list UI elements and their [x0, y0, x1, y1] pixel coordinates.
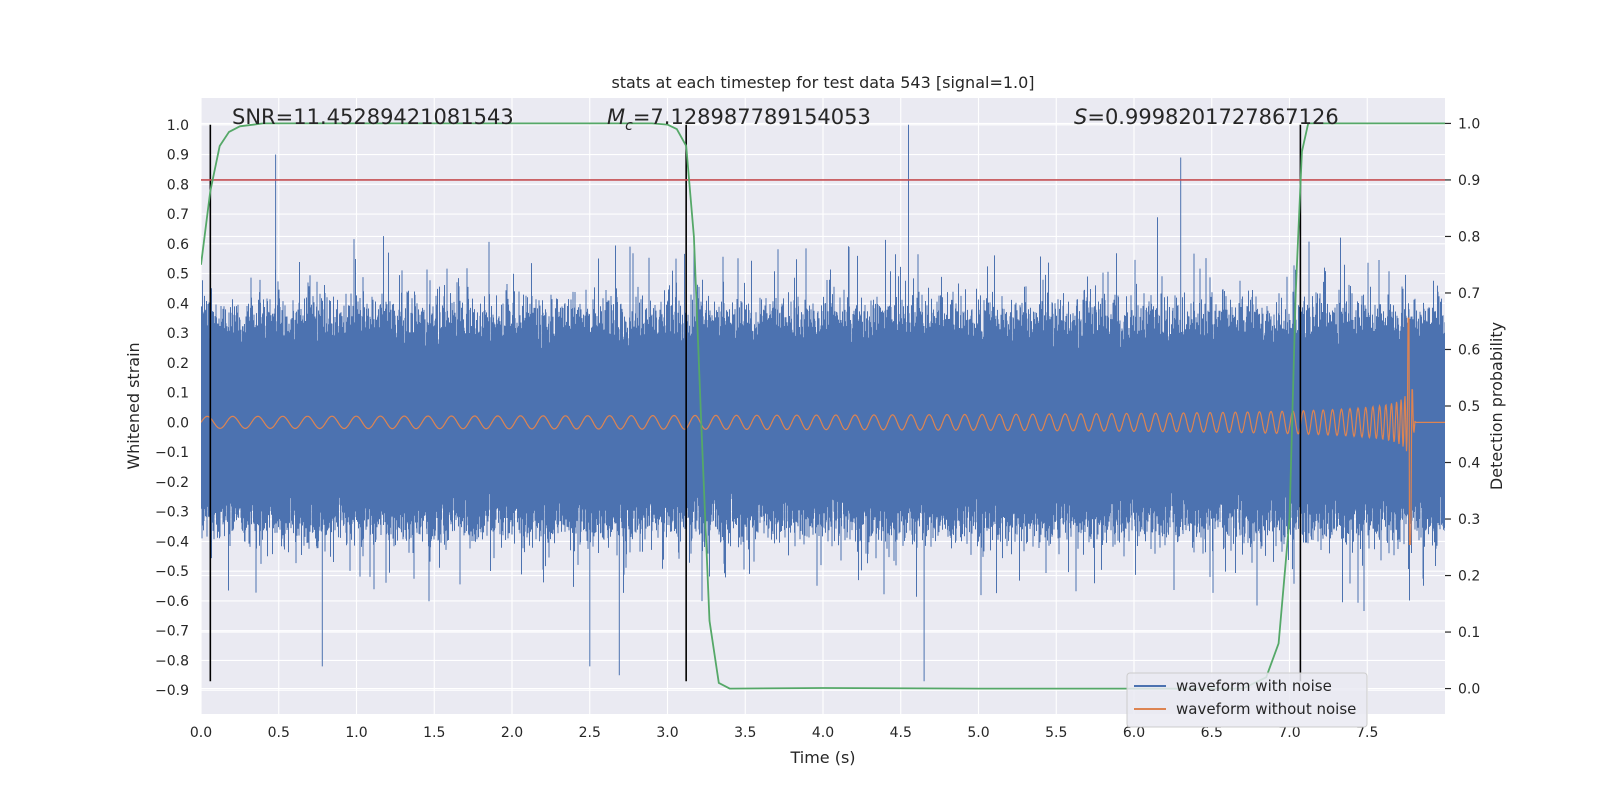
y-tick-label: 0.8 — [167, 177, 189, 193]
x-tick-label: 7.0 — [1278, 725, 1300, 741]
x-axis-label: Time (s) — [789, 748, 855, 767]
s-annotation: S=0.9998201727867126 — [1074, 105, 1339, 129]
legend: waveform with noise waveform without noi… — [1126, 672, 1368, 728]
y2-tick-label: 1.0 — [1458, 116, 1480, 132]
chirp-mass-symbol: M — [607, 105, 625, 129]
x-tick-label: 1.5 — [423, 725, 445, 741]
x-tick-label: 3.5 — [734, 725, 756, 741]
x-tick-label: 4.5 — [890, 725, 912, 741]
y-tick-label: 0.7 — [167, 207, 189, 223]
y-tick-label: 0.6 — [167, 237, 189, 253]
y-tick-label: −0.1 — [155, 445, 189, 461]
x-tick-label: 1.0 — [345, 725, 367, 741]
y2-tick-label: 0.6 — [1458, 342, 1480, 358]
x-tick-label: 5.5 — [1045, 725, 1067, 741]
chart-title: stats at each timestep for test data 543… — [611, 73, 1034, 92]
axes: 0.0 0.5 1.0 1.5 2.0 2.5 3.0 3.5 4.0 4.5 5.0 5.5 6.0 6… — [155, 116, 1480, 741]
y-tick-label: 0.1 — [167, 386, 189, 402]
y-tick-label: −0.2 — [155, 475, 189, 491]
series-detection-probability — [201, 122, 1445, 690]
y-tick-label: −0.9 — [155, 683, 189, 699]
x-tick-label: 3.0 — [656, 725, 678, 741]
x-tick-label: 4.0 — [812, 725, 834, 741]
y2-tick-label: 0.9 — [1458, 173, 1480, 189]
y-tick-label: −0.6 — [155, 594, 189, 610]
x-tick-label: 0.0 — [190, 725, 212, 741]
chirp-mass-subscript: c — [625, 118, 633, 134]
y2-tick-label: 0.7 — [1458, 286, 1480, 302]
s-symbol: S — [1074, 105, 1087, 129]
x-tick-label: 7.5 — [1356, 725, 1378, 741]
s-value: =0.9998201727867126 — [1087, 105, 1338, 129]
y-tick-label: −0.8 — [155, 653, 189, 669]
y-tick-label: −0.7 — [155, 624, 189, 640]
y-tick-label: 0.9 — [167, 148, 189, 164]
y2-tick-label: 0.2 — [1458, 569, 1480, 585]
x-tick-label: 2.5 — [579, 725, 601, 741]
series-waveform-without-noise — [201, 317, 1445, 545]
chirp-mass-value: =7.128987789154053 — [633, 105, 871, 129]
clean-waveform-path — [201, 317, 1445, 545]
legend-box — [1126, 672, 1368, 728]
x-tick-label: 6.0 — [1123, 725, 1145, 741]
chirp-mass-annotation: Mc=7.128987789154053 — [607, 105, 871, 134]
legend-label-clean: waveform without noise — [1176, 700, 1356, 718]
y-axis-label: Whitened strain — [124, 342, 143, 469]
x-tick-label: 5.0 — [967, 725, 989, 741]
y-tick-label: 0.5 — [167, 267, 189, 283]
x-tick-label: 2.0 — [501, 725, 523, 741]
y2-tick-label: 0.5 — [1458, 399, 1480, 415]
y2-tick-label: 0.1 — [1458, 625, 1480, 641]
y2-axis-label: Detection probability — [1487, 322, 1506, 490]
y-tick-label: −0.4 — [155, 534, 189, 550]
y-tick-label: 0.0 — [167, 415, 189, 431]
snr-annotation: SNR=11.45289421081543 — [232, 105, 514, 129]
x-tick-label: 0.5 — [268, 725, 290, 741]
y-tick-label: 0.2 — [167, 356, 189, 372]
y2-tick-label: 0.8 — [1458, 229, 1480, 245]
x-tick-label: 6.5 — [1201, 725, 1223, 741]
y-tick-label: 0.3 — [167, 326, 189, 342]
y-tick-label: 0.4 — [167, 296, 189, 312]
y2-tick-label: 0.4 — [1458, 456, 1480, 472]
legend-label-noise: waveform with noise — [1176, 677, 1332, 695]
detection-probability-path — [201, 122, 1445, 690]
y-tick-label: −0.5 — [155, 564, 189, 580]
y2-tick-label: 0.3 — [1458, 512, 1480, 528]
y-tick-label: −0.3 — [155, 505, 189, 521]
y2-tick-label: 0.0 — [1458, 682, 1480, 698]
y-tick-label: 1.0 — [167, 118, 189, 134]
vertical-markers — [209, 124, 1302, 682]
